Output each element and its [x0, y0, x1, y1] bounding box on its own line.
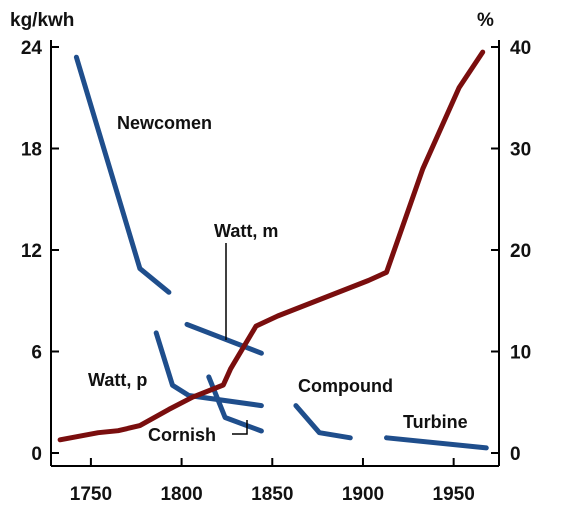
series-line-efficiency — [57, 49, 486, 443]
left-tick-label: 18 — [21, 140, 42, 161]
cornish-leader — [232, 420, 248, 435]
series-line-watt-p — [153, 330, 264, 409]
label-turbine: Turbine — [403, 412, 468, 432]
left-axis-unit: kg/kwh — [10, 10, 74, 31]
x-tick-label: 1750 — [70, 484, 112, 505]
label-newcomen: Newcomen — [117, 113, 212, 133]
right-tick-label: 30 — [510, 140, 531, 161]
right-axis-unit: % — [477, 10, 494, 31]
right-tick-label: 10 — [510, 343, 531, 364]
ticks: 0 6 12 18 24 0 10 20 30 40 1750 1800 1850 1900 1950 — [21, 38, 531, 505]
right-tick-label: 20 — [510, 241, 531, 262]
x-tick-label: 1800 — [160, 484, 202, 505]
left-tick-label: 24 — [21, 38, 43, 59]
right-tick-label: 0 — [510, 444, 521, 465]
x-tick-label: 1900 — [342, 484, 384, 505]
left-tick-label: 6 — [31, 343, 42, 364]
series-line-watt-m — [184, 321, 264, 356]
left-tick-label: 12 — [21, 241, 42, 262]
series-layer — [57, 49, 489, 451]
series-line-newcomen — [73, 54, 172, 295]
right-tick-label: 40 — [510, 38, 531, 59]
x-tick-label: 1950 — [433, 484, 475, 505]
label-watt-p: Watt, p — [88, 370, 147, 390]
series-line-compound — [293, 403, 353, 441]
x-tick-label: 1850 — [251, 484, 293, 505]
label-cornish: Cornish — [148, 425, 216, 445]
label-compound: Compound — [298, 376, 393, 396]
series-line-turbine — [384, 435, 489, 451]
label-watt-m: Watt, m — [214, 221, 278, 241]
left-tick-label: 0 — [31, 444, 42, 465]
